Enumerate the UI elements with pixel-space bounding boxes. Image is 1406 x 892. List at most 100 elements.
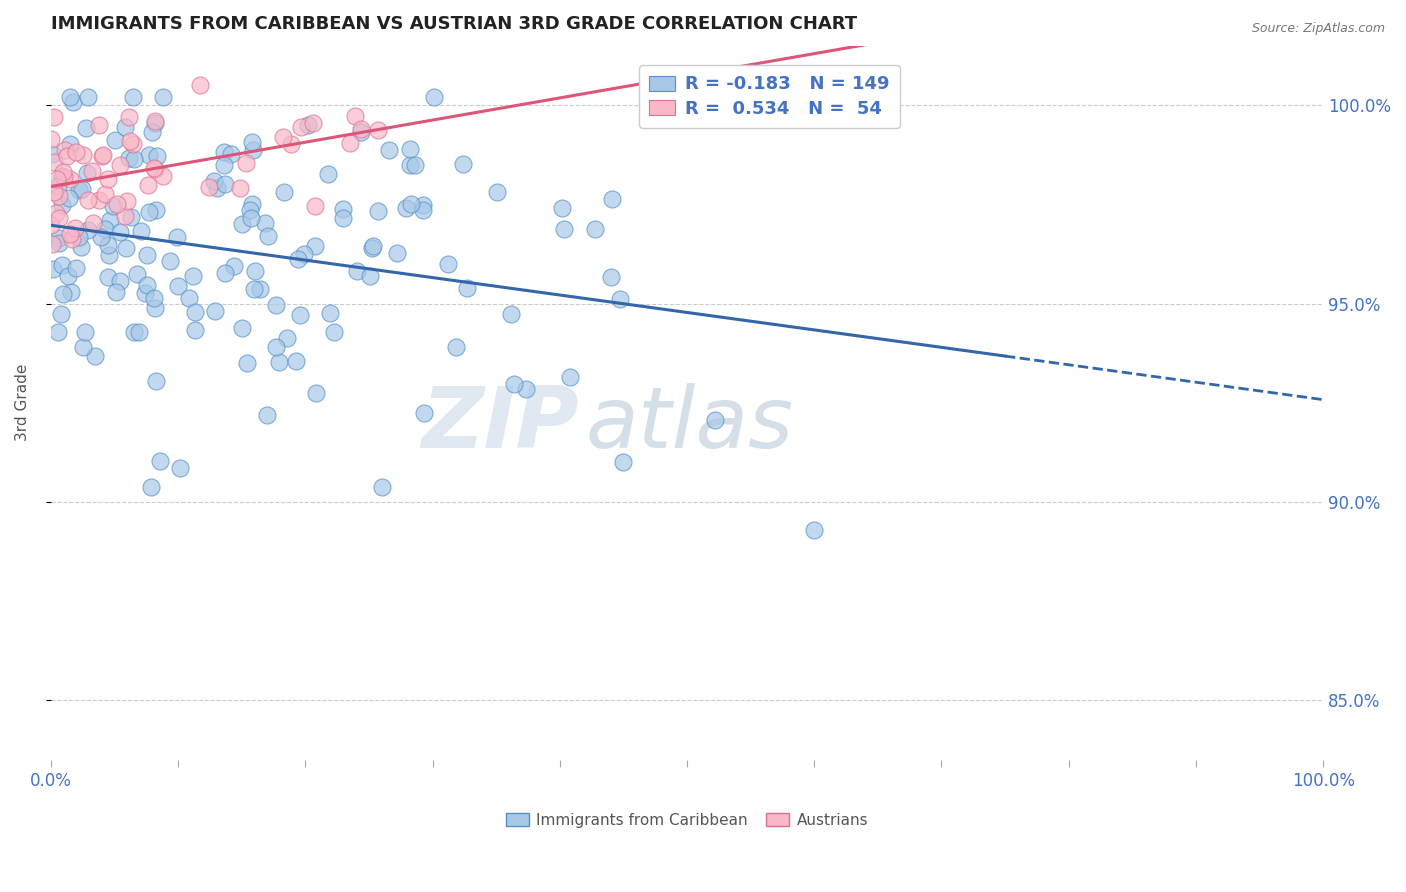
Point xyxy=(122,326,145,340)
Point xyxy=(51,169,73,183)
Point xyxy=(344,109,367,123)
Point xyxy=(114,210,136,224)
Point xyxy=(609,293,631,307)
Point xyxy=(318,306,340,320)
Point xyxy=(136,178,159,193)
Point xyxy=(304,239,326,253)
Point xyxy=(703,413,725,427)
Point xyxy=(502,376,524,391)
Point xyxy=(122,152,145,166)
Point xyxy=(97,269,120,284)
Point xyxy=(264,340,287,354)
Text: IMMIGRANTS FROM CARIBBEAN VS AUSTRIAN 3RD GRADE CORRELATION CHART: IMMIGRANTS FROM CARIBBEAN VS AUSTRIAN 3R… xyxy=(51,15,858,33)
Point xyxy=(302,116,325,130)
Point xyxy=(404,158,426,172)
Point xyxy=(245,264,267,278)
Point xyxy=(387,246,409,260)
Point xyxy=(412,198,434,212)
Text: Source: ZipAtlas.com: Source: ZipAtlas.com xyxy=(1251,22,1385,36)
Point xyxy=(359,268,381,283)
Point xyxy=(551,201,574,215)
Point xyxy=(346,264,368,278)
Point xyxy=(51,198,73,212)
Point xyxy=(114,120,136,135)
Point xyxy=(583,222,606,236)
Point xyxy=(188,78,211,93)
Point xyxy=(398,158,420,172)
Point xyxy=(77,223,100,237)
Point xyxy=(101,198,124,212)
Point xyxy=(125,267,148,281)
Point xyxy=(62,95,84,109)
Point xyxy=(287,252,309,266)
Point xyxy=(105,196,128,211)
Text: ZIP: ZIP xyxy=(422,383,579,466)
Point xyxy=(77,90,100,104)
Point xyxy=(212,158,235,172)
Point xyxy=(138,205,160,219)
Point xyxy=(120,211,142,225)
Point xyxy=(39,132,62,146)
Point xyxy=(361,241,384,255)
Point xyxy=(499,307,522,321)
Point xyxy=(378,143,401,157)
Point xyxy=(67,183,90,197)
Point xyxy=(183,305,205,319)
Point xyxy=(143,114,166,128)
Point xyxy=(52,169,75,184)
Point xyxy=(97,238,120,252)
Point xyxy=(143,161,166,176)
Point xyxy=(118,134,141,148)
Point xyxy=(212,145,235,160)
Point xyxy=(235,356,257,370)
Point xyxy=(59,136,82,151)
Point xyxy=(42,262,65,277)
Point xyxy=(69,240,91,254)
Point xyxy=(49,308,72,322)
Point xyxy=(143,301,166,316)
Point xyxy=(135,248,157,262)
Point xyxy=(70,182,93,196)
Point xyxy=(39,218,62,232)
Point xyxy=(177,291,200,305)
Point xyxy=(181,268,204,283)
Point xyxy=(399,142,422,156)
Point xyxy=(104,285,127,300)
Point xyxy=(166,229,188,244)
Point xyxy=(46,325,69,339)
Point xyxy=(143,116,166,130)
Point xyxy=(290,308,312,322)
Point xyxy=(273,185,295,199)
Point xyxy=(240,135,263,149)
Point xyxy=(46,172,69,186)
Point xyxy=(219,146,242,161)
Point xyxy=(280,137,302,152)
Point xyxy=(117,194,139,208)
Point xyxy=(42,110,65,124)
Point xyxy=(110,158,132,172)
Text: atlas: atlas xyxy=(585,383,793,466)
Point xyxy=(437,256,460,270)
Point xyxy=(104,132,127,146)
Point xyxy=(42,185,65,199)
Point xyxy=(285,354,308,368)
Point xyxy=(118,111,141,125)
Point xyxy=(239,203,262,218)
Point xyxy=(184,322,207,336)
Y-axis label: 3rd Grade: 3rd Grade xyxy=(15,364,30,442)
Point xyxy=(53,144,76,158)
Point xyxy=(87,119,110,133)
Legend: Immigrants from Caribbean, Austrians: Immigrants from Caribbean, Austrians xyxy=(499,806,875,834)
Point xyxy=(41,146,63,161)
Point xyxy=(89,193,111,207)
Point xyxy=(145,374,167,388)
Point xyxy=(48,230,70,244)
Point xyxy=(350,122,373,136)
Point xyxy=(451,156,474,170)
Point xyxy=(231,217,253,231)
Point xyxy=(167,279,190,293)
Point xyxy=(60,285,83,300)
Point xyxy=(108,274,131,288)
Point xyxy=(367,203,389,218)
Point xyxy=(67,229,90,244)
